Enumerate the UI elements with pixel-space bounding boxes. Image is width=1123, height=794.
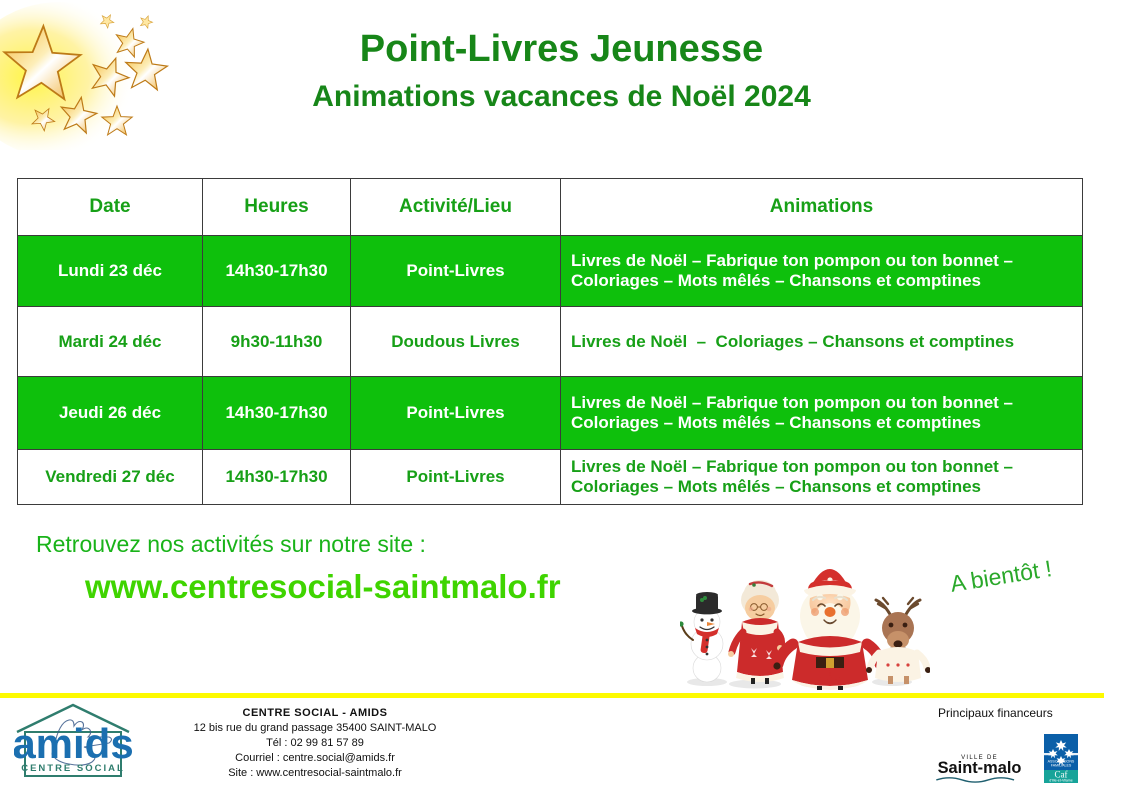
svg-text:Saint-malo: Saint-malo	[938, 759, 1022, 777]
svg-text:d'Ille-et-Vilaine: d'Ille-et-Vilaine	[1049, 779, 1072, 783]
svg-text:amids: amids	[14, 720, 132, 767]
svg-text:FAMILIALES: FAMILIALES	[1051, 764, 1072, 768]
svg-text:CENTRE SOCIAL: CENTRE SOCIAL	[21, 763, 125, 774]
